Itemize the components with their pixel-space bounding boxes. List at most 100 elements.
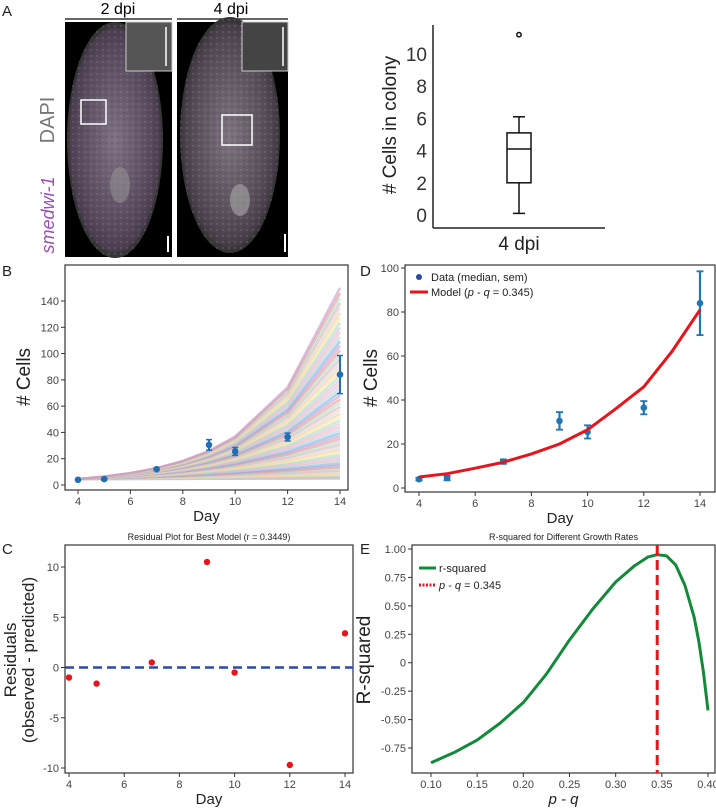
header-2dpi: 2 dpi: [101, 1, 136, 18]
y-tick-label: 80: [47, 375, 59, 387]
x-tick-label: 14: [334, 496, 346, 508]
y-tick-label: 0.50: [385, 601, 406, 613]
y-tick-label: 20: [387, 439, 399, 451]
data-point: [153, 465, 160, 473]
x-tick-label: 0.40: [697, 779, 716, 791]
y-axis-label: # Cells: [14, 348, 35, 406]
x-axis-label: Day: [547, 510, 574, 527]
legend-vline-suffix: = 0.345: [461, 580, 501, 592]
residual-point: [203, 558, 211, 566]
y-tick-label: 0: [393, 483, 399, 495]
y-tick-label: -0.50: [381, 715, 406, 727]
x-tick-label: 8: [180, 496, 186, 508]
residual-point: [148, 659, 155, 666]
rsquared-curve: [430, 553, 710, 765]
y-tick-label: 10: [406, 45, 427, 66]
residual-point: [65, 674, 73, 681]
y-tick-label: -0.25: [381, 686, 406, 698]
y-axis-label-line2: (observed - predicted): [19, 577, 38, 743]
legend-data-marker: [416, 274, 422, 280]
y-tick-label: 0: [416, 206, 427, 227]
data-point: [640, 404, 648, 412]
data-point: [205, 441, 213, 449]
y-tick-label: 0: [400, 658, 406, 670]
panel-label-d: D: [360, 263, 371, 280]
y-tick-label: 100: [381, 263, 399, 275]
data-point: [74, 476, 82, 484]
x-tick-label: 10: [581, 498, 593, 510]
residual-point: [231, 669, 238, 676]
x-tick-label: 12: [638, 498, 650, 510]
residual-point: [341, 630, 349, 637]
y-tick-label: 1.00: [385, 544, 406, 556]
y-tick-label: 60: [47, 401, 59, 413]
y-tick-label: 120: [41, 322, 59, 334]
x-tick-label: 6: [472, 498, 478, 510]
model-fit-chart: 4 6 8 10 12 14 0 20 40 60 80 100 Day # Cells Data (med…: [361, 263, 716, 527]
x-tick-label: 8: [528, 498, 534, 510]
x-tick-label: 4: [416, 498, 422, 510]
y-axis-label: # Cells: [361, 349, 382, 407]
y-tick-label: -0.75: [381, 743, 406, 755]
iqr-box: [506, 132, 532, 184]
plot-frame: [64, 264, 349, 491]
y-tick-label: 2: [416, 174, 427, 195]
x-category-label: 4 dpi: [498, 234, 539, 255]
x-tick-label: 0.25: [559, 779, 580, 791]
simulated-curve: [77, 287, 342, 481]
x-tick-label: 8: [176, 779, 182, 791]
plot-frame: [64, 544, 354, 774]
inset-4dpi: [241, 21, 289, 72]
panel-label-e: E: [360, 541, 370, 558]
legend-model-suffix: = 0.345): [490, 287, 534, 299]
y-tick-label: 10: [47, 562, 59, 574]
smedwi-label: smedwi-1: [38, 176, 58, 253]
dapi-label: DAPI: [37, 97, 59, 144]
y-axis-label: # Cells in colony: [380, 55, 401, 194]
y-tick-label: -10: [43, 763, 59, 775]
boxplot-chart: 0 2 4 6 8 10# Cells in colony 4 dpi: [380, 25, 605, 255]
x-tick-label: 14: [339, 779, 351, 791]
chart-title: R-squared for Different Growth Rates: [489, 532, 638, 542]
y-tick-label: 20: [47, 454, 59, 466]
legend-curve-label: r-squared: [439, 563, 486, 575]
y-tick-label: 100: [41, 349, 59, 361]
data-point: [231, 448, 239, 455]
x-tick-label: 10: [228, 779, 240, 791]
inset-2dpi: [125, 21, 173, 72]
data-point: [696, 299, 704, 307]
model-line: [418, 308, 702, 479]
y-axis-label-line1: Residuals: [1, 623, 20, 698]
chart-title: Residual Plot for Best Model (r = 0.3449…: [128, 532, 291, 542]
y-tick-label: 40: [47, 427, 59, 439]
residual-point: [93, 680, 100, 687]
y-tick-label: 6: [416, 109, 427, 130]
x-tick-label: 12: [281, 496, 293, 508]
x-tick-label: 14: [694, 498, 706, 510]
x-tick-label: 0.35: [651, 779, 672, 791]
panel-label-a: A: [2, 3, 12, 20]
data-point: [443, 474, 451, 482]
y-tick-label: -5: [49, 713, 59, 725]
data-point: [284, 433, 291, 441]
x-axis-label: Day: [196, 791, 223, 808]
panel-label-c: C: [2, 541, 13, 558]
residual-point: [286, 761, 293, 769]
data-point: [556, 417, 563, 425]
panel-a-images: 2 dpi 4 dpi DAPI smedwi-1: [37, 1, 289, 258]
x-tick-label: 6: [127, 496, 133, 508]
outlier-point: [516, 31, 522, 38]
y-tick-label: 0: [53, 663, 59, 675]
x-tick-label: 0.20: [513, 779, 534, 791]
panel-label-b: B: [2, 263, 12, 280]
header-4dpi: 4 dpi: [214, 1, 249, 18]
y-tick-label: 4: [416, 142, 427, 163]
x-tick-label: 0.10: [420, 779, 441, 791]
legend-data-label: Data (median, sem): [431, 272, 528, 284]
x-tick-label: 0.30: [605, 779, 626, 791]
y-tick-label: 0.25: [385, 629, 406, 641]
y-tick-label: 5: [53, 612, 59, 624]
x-tick-label: 4: [75, 496, 81, 508]
